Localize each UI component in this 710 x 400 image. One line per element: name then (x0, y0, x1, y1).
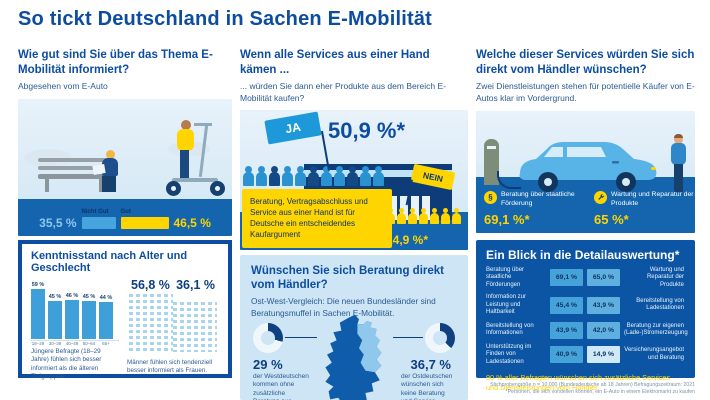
detail-row: Beratung über staatliche Förderungen 69,1… (486, 266, 684, 288)
informed-heading: Wie gut sind Sie über das Thema E-Mobili… (18, 49, 213, 76)
detail-footer: 90 % aller Befragten wünschen sich zusät… (486, 373, 671, 393)
bench-icon (38, 154, 110, 192)
informed-good-label: Gut (120, 208, 131, 215)
footnote-line1: Stichprobengröße n = 10.000 (Bundesdeuts… (490, 381, 695, 388)
nein-value: 24,9 %* (385, 232, 428, 247)
footnote-line2: *Personen, die sich vorstellen können, e… (505, 389, 695, 396)
ja-flag: JA (264, 111, 322, 145)
detail-row: Unterstützung im Finden von Ladestatione… (486, 343, 684, 365)
services-heading: Wenn alle Services aus einer Hand kämen … (240, 49, 430, 76)
wrench-icon (594, 191, 607, 204)
bad-bar (81, 216, 116, 229)
section-services: Wenn alle Services aus einer Hand kämen … (240, 48, 468, 400)
section-dealer-services: Welche dieser Services würden Sie sich d… (476, 48, 695, 397)
service-maintenance-value: 65 %* (594, 211, 629, 227)
connector-line (393, 336, 423, 338)
knowledge-title: Kenntnisstand nach Alter und Geschlecht (31, 249, 188, 274)
informed-bad-label: Nicht Gut (81, 208, 109, 215)
service-funding: § Beratung über staatliche Förderung 69,… (484, 191, 586, 227)
age-bar-chart: 59 % 18–29 45 % 30–39 46 % 40–49 45 % 50–64 44 %… (31, 278, 119, 346)
service-funding-value: 69,1 %* (484, 211, 530, 227)
crowd-ja-icon (242, 165, 385, 186)
car-illustration: § Beratung über staatliche Förderung 69,… (476, 110, 695, 233)
informed-bad-value: 35,5 % (39, 215, 77, 230)
east-value: 36,7 % (410, 356, 451, 372)
male-dot-grid (129, 293, 173, 352)
section-informed: Wie gut sind Sie über das Thema E-Mobili… (18, 48, 232, 380)
informed-good-value: 46,5 % (173, 215, 211, 230)
connector-line (285, 336, 317, 338)
paragraph-icon: § (484, 191, 497, 204)
gender-caption: Männer fühlen sich tendenziell besser in… (127, 358, 213, 375)
female-value: 36,1 % (176, 277, 215, 292)
age-bar: 45 % 50–64 (82, 293, 96, 346)
gender-chart: 56,8 % 36,1 % Männer fühlen sich tendenz… (127, 278, 219, 382)
dealership-illustration: JA 50,9 %* NEIN 24,9 %* Beratung, Vertra… (240, 109, 468, 250)
e-car-icon (519, 141, 657, 192)
ja-flag-label: JA (284, 119, 302, 136)
age-caption: Jüngere Befragte (18–29 Jahre) fühlen si… (31, 347, 102, 381)
west-donut-chart (253, 322, 283, 353)
page-title: So tickt Deutschland in Sachen E-Mobilit… (18, 8, 433, 30)
detail-title: Ein Blick in die Detailauswertung* (486, 247, 680, 262)
detail-table: Beratung über staatliche Förderungen 69,1… (486, 266, 688, 367)
dealer-heading: Welche dieser Services würden Sie sich d… (476, 49, 695, 76)
service-maintenance-label: Wartung und Reparatur der Produkte (611, 191, 694, 207)
street-illustration: 35,5 % Nicht Gut Gut 46,5 % (18, 98, 232, 236)
good-bar (120, 216, 169, 229)
person-on-scooter-icon (164, 119, 226, 200)
age-chart: 59 % 18–29 45 % 30–39 46 % 40–49 45 % 50–64 44 %… (31, 278, 119, 382)
age-bar: 45 % 30–39 (48, 293, 62, 346)
female-dot-grid (173, 301, 217, 352)
informed-good-bar: Gut (120, 208, 169, 229)
ja-value: 50,9 %* (328, 117, 406, 143)
salesman-icon (669, 133, 689, 193)
detail-row: Information zur Leistung und Haltbarkeit… (486, 294, 684, 316)
services-subheading: ... würden Sie dann eher Produkte aus de… (240, 80, 447, 103)
advice-subtitle: Ost-West-Vergleich: Die neuen Bundesländ… (251, 296, 436, 318)
gender-values: 56,8 % 36,1 % (127, 278, 219, 292)
west-value: 29 % (253, 356, 283, 372)
service-funding-label: Beratung über staatliche Förderung (501, 191, 575, 207)
service-maintenance: Wartung und Reparatur der Produkte 65 %* (594, 191, 694, 227)
nein-flag-label: NEIN (422, 169, 444, 184)
germany-map (325, 314, 382, 400)
detail-panel: Ein Blick in die Detailauswertung* Berat… (476, 239, 695, 392)
age-bar: 59 % 18–29 (31, 281, 45, 346)
informed-result: 35,5 % Nicht Gut Gut 46,5 % (18, 209, 232, 229)
woman-icon (185, 316, 203, 352)
footnote: Stichprobengröße n = 10.000 (Bundesdeuts… (476, 382, 695, 398)
person-reading-icon (92, 149, 124, 194)
east-donut-chart (425, 322, 455, 353)
west-caption: der Westdeutschen kommen ohne zusätzlich… (253, 372, 309, 400)
man-icon (141, 312, 159, 352)
informed-subheading: Abgesehen vom E-Auto (18, 80, 108, 91)
knowledge-card: Kenntnisstand nach Alter und Geschlecht … (18, 239, 232, 380)
advice-panel: Wünschen Sie sich Beratung direkt vom Hä… (240, 254, 468, 400)
age-bar: 46 % 40–49 (65, 292, 79, 346)
dealer-subheading: Zwei Dienstleistungen stehen für potenti… (476, 80, 695, 103)
advice-title: Wünschen Sie sich Beratung direkt vom Hä… (251, 264, 444, 292)
charging-post-icon (484, 138, 499, 185)
charging-cable-icon (497, 170, 521, 189)
informed-bad-bar: Nicht Gut (81, 208, 116, 229)
east-caption: der Ostdeutschen wünschen sich keine Ber… (401, 372, 453, 400)
crowd-nein-icon (385, 207, 462, 224)
detail-row: Bereitstellung von Informationen 43,9 % 42… (486, 321, 688, 339)
age-bar: 44 % 65+ (99, 294, 113, 346)
male-value: 56,8 % (131, 277, 170, 292)
callout-box: Beratung, Vertragsabschluss und Service … (242, 188, 392, 248)
